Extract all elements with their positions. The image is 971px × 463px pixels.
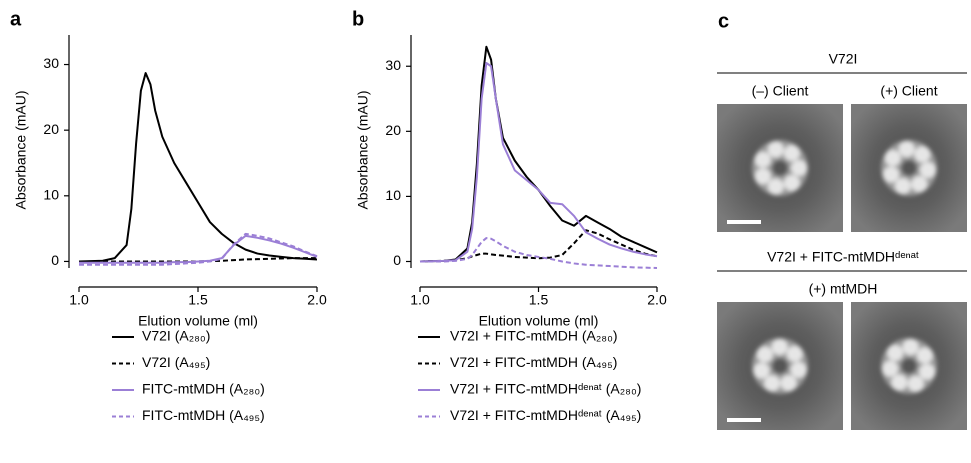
subunit xyxy=(767,141,784,158)
legend-label: V72I + FITC-mtMDHᵈᵉⁿᵃᵗ (A₂₈₀) xyxy=(450,381,641,397)
column-label: (–) Client xyxy=(752,83,809,99)
series-line xyxy=(79,234,318,264)
x-axis-label: Elution volume (ml) xyxy=(479,313,599,329)
panel-title: V72I xyxy=(829,51,858,67)
particle xyxy=(881,338,937,394)
panel-label: c xyxy=(718,10,729,32)
y-tick-label: 30 xyxy=(385,57,401,73)
subunit xyxy=(780,374,797,391)
y-axis-label: Absorbance (mAU) xyxy=(13,90,29,209)
subunit xyxy=(894,177,911,194)
y-tick-label: 10 xyxy=(43,187,59,203)
particle-core xyxy=(772,358,788,374)
subunit xyxy=(783,145,800,162)
legend-label: V72I + FITC-mtMDH (A₂₈₀) xyxy=(450,328,618,344)
subunit xyxy=(887,344,904,361)
y-tick-label: 20 xyxy=(43,121,59,137)
x-tick-label: 1.0 xyxy=(69,292,89,308)
y-tick-label: 10 xyxy=(385,187,401,203)
x-tick-label: 1.5 xyxy=(188,292,208,308)
subunit xyxy=(783,174,800,191)
panel-label: a xyxy=(10,8,22,30)
series-line xyxy=(79,257,317,263)
x-tick-label: 1.5 xyxy=(529,292,549,308)
y-tick-label: 0 xyxy=(51,252,59,268)
subunit xyxy=(916,347,933,364)
subunit xyxy=(790,361,807,378)
subunit xyxy=(767,178,784,195)
subunit xyxy=(907,375,924,392)
subunit xyxy=(753,362,770,379)
panel-label: b xyxy=(352,8,364,30)
subunit xyxy=(902,339,919,356)
legend-label: V72I (A₂₈₀) xyxy=(142,328,210,344)
legend-label: V72I + FITC-mtMDHᵈᵉⁿᵃᵗ (A₄₉₅) xyxy=(450,407,641,423)
series-line xyxy=(419,61,658,263)
x-tick-label: 2.0 xyxy=(307,292,327,308)
particle xyxy=(752,338,808,394)
column-label: (+) mtMDH xyxy=(809,281,878,297)
series-line xyxy=(420,237,658,269)
particle xyxy=(881,140,937,196)
y-tick-label: 0 xyxy=(393,252,401,268)
subunit xyxy=(919,363,936,380)
subunit xyxy=(786,345,803,362)
y-tick-label: 20 xyxy=(385,122,401,138)
subunit xyxy=(764,375,781,392)
panel-title: V72I + FITC-mtMDHᵈᵉⁿᵃᵗ xyxy=(767,249,919,265)
legend-label: V72I + FITC-mtMDH (A₄₉₅) xyxy=(450,354,617,370)
subunit xyxy=(919,161,936,178)
particle-core xyxy=(901,358,917,374)
subunit xyxy=(771,339,788,356)
series-line xyxy=(419,45,658,263)
y-axis-label: Absorbance (mAU) xyxy=(355,90,371,209)
particle xyxy=(752,140,808,196)
subunit xyxy=(884,150,901,167)
panel-c: V72I (–) Client (+) Client V72I + FITC-m… xyxy=(717,51,967,430)
particle-core xyxy=(772,160,788,176)
subunit xyxy=(898,141,915,158)
subunit xyxy=(891,374,908,391)
subunit xyxy=(914,146,931,163)
x-axis-label: Elution volume (ml) xyxy=(138,313,258,329)
x-tick-label: 1.0 xyxy=(410,292,430,308)
subunit xyxy=(754,168,771,185)
subunit xyxy=(791,160,807,176)
legend-label: V72I (A₄₉₅) xyxy=(142,354,210,370)
legend-label: FITC-mtMDH (A₂₈₀) xyxy=(142,381,265,397)
x-tick-label: 2.0 xyxy=(647,292,667,308)
subunit xyxy=(911,175,928,192)
subunit xyxy=(754,151,771,168)
subunit xyxy=(882,360,899,377)
series-line xyxy=(78,72,318,263)
subunit xyxy=(883,166,900,183)
legend-label: FITC-mtMDH (A₄₉₅) xyxy=(142,407,265,423)
y-tick-label: 30 xyxy=(43,55,59,71)
subunit xyxy=(756,346,773,363)
series-line xyxy=(79,232,318,266)
column-label: (+) Client xyxy=(880,83,937,99)
particle-core xyxy=(901,160,917,176)
